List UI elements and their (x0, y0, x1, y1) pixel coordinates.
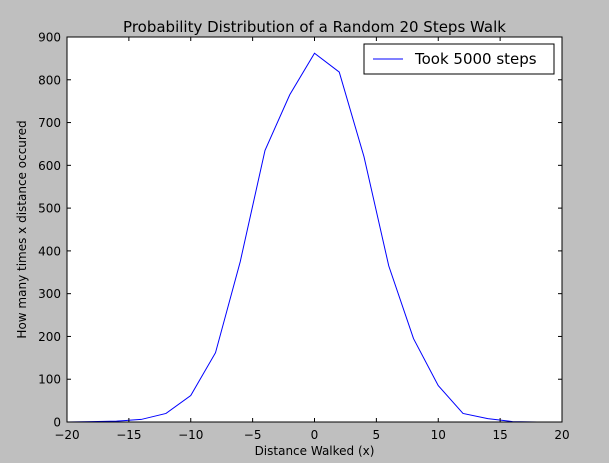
y-tick-label: 400 (38, 244, 61, 258)
x-tick-label: −10 (178, 428, 203, 442)
y-tick-label: 300 (38, 287, 61, 301)
axis-ticks (66, 36, 563, 423)
y-tick-label: 900 (38, 31, 61, 45)
x-tick-label: 5 (373, 428, 381, 442)
y-tick-label: 500 (38, 202, 61, 216)
x-tick-label: −15 (116, 428, 141, 442)
y-tick-label: 800 (38, 73, 61, 87)
chart-title: Probability Distribution of a Random 20 … (123, 18, 506, 36)
x-tick-label: −5 (244, 428, 262, 442)
x-tick-labels: −20 −15 −10 −5 0 5 10 15 20 (54, 428, 569, 442)
y-tick-label: 700 (38, 116, 61, 130)
legend-label: Took 5000 steps (414, 50, 537, 68)
x-tick-label: 20 (554, 428, 569, 442)
plot-area (67, 37, 562, 422)
x-tick-label: 15 (492, 428, 507, 442)
y-tick-label: 600 (38, 159, 61, 173)
series-lines (66, 52, 562, 423)
series-line-0 (66, 52, 562, 423)
y-tick-labels: 0 100 200 300 400 500 600 700 800 900 (38, 31, 61, 430)
x-tick-label: −20 (54, 428, 79, 442)
legend: Took 5000 steps (363, 43, 555, 75)
x-tick-label: 10 (431, 428, 446, 442)
x-axis-label: Distance Walked (x) (255, 444, 375, 458)
y-tick-label: 100 (38, 373, 61, 387)
y-axis-label: How many times x distance occured (15, 120, 29, 338)
y-tick-label: 200 (38, 330, 61, 344)
y-tick-label: 0 (53, 416, 61, 430)
x-tick-label: 0 (311, 428, 319, 442)
